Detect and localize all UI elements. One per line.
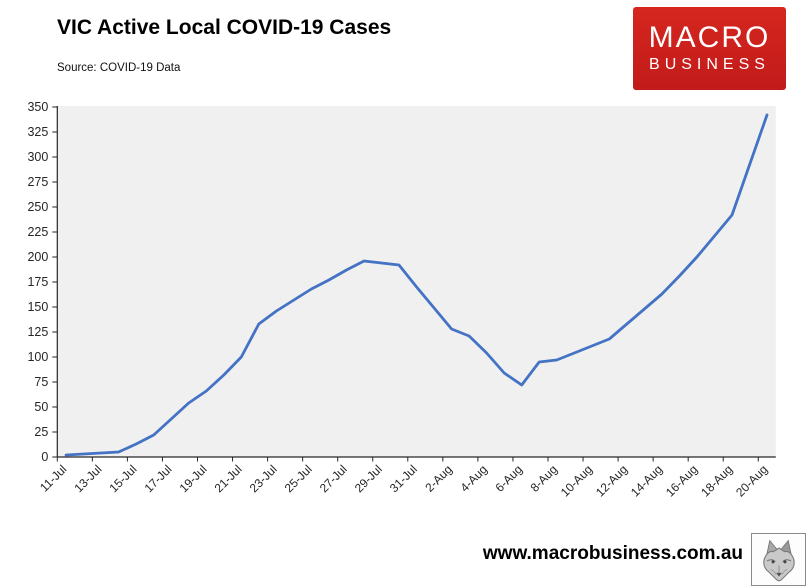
x-tick-label: 19-Jul [177, 462, 210, 495]
y-tick-label: 225 [27, 225, 48, 239]
x-tick-label: 2-Aug [422, 462, 455, 495]
x-tick-label: 4-Aug [457, 462, 490, 495]
y-tick-label: 200 [27, 250, 48, 264]
x-tick-label: 11-Jul [37, 462, 69, 494]
wolf-sketch-icon [762, 539, 795, 581]
x-tick-label: 21-Jul [212, 462, 245, 495]
y-tick-label: 25 [34, 425, 48, 439]
macrobusiness-logo: MACRO BUSINESS [633, 7, 786, 90]
y-tick-label: 50 [34, 400, 48, 414]
footer-website-url: www.macrobusiness.com.au [482, 543, 743, 564]
wolf-logo-box [751, 533, 806, 586]
x-tick-label: 27-Jul [317, 462, 350, 495]
y-tick-label: 150 [27, 300, 48, 314]
y-tick-label: 250 [27, 200, 48, 214]
logo-word-macro: MACRO [648, 21, 771, 54]
cases-line-series [64, 113, 769, 457]
y-tick-label: 350 [27, 100, 48, 114]
x-tick-label: 6-Aug [493, 462, 526, 495]
plot-area [57, 106, 776, 457]
y-tick-label: 0 [41, 450, 48, 464]
y-tick-label: 325 [27, 125, 48, 139]
x-tick-label: 25-Jul [282, 462, 315, 495]
page-title: VIC Active Local COVID-19 Cases [57, 16, 392, 39]
x-tick-label: 15-Jul [107, 462, 140, 495]
x-tick-label: 31-Jul [387, 462, 420, 495]
x-tick-label: 29-Jul [352, 462, 385, 495]
logo-word-business: BUSINESS [649, 56, 770, 73]
y-tick-label: 125 [27, 325, 48, 339]
x-tick-label: 12-Aug [593, 462, 630, 499]
x-tick-label: 16-Aug [663, 462, 700, 499]
y-tick-label: 100 [27, 350, 48, 364]
x-tick-label: 17-Jul [142, 462, 175, 495]
y-tick-label: 75 [34, 375, 48, 389]
source-caption: Source: COVID-19 Data [57, 62, 181, 74]
x-tick-label: 14-Aug [628, 462, 665, 499]
x-axis: 11-Jul 13-Jul 15-Jul 17-Jul 19-Jul 21-Jul 23-J… [37, 457, 770, 499]
y-axis: 0 25 50 75 100 125 150 175 200 225 250 275 300 325 350 [27, 100, 58, 464]
line-chart: 0 25 50 75 100 125 150 175 200 225 250 275 300 325 350… [27, 100, 776, 499]
x-tick-label: 20-Aug [733, 462, 770, 499]
x-tick-label: 8-Aug [528, 462, 561, 495]
y-tick-label: 275 [27, 175, 48, 189]
x-tick-label: 13-Jul [71, 462, 104, 495]
x-tick-label: 23-Jul [247, 462, 280, 495]
y-tick-label: 300 [27, 150, 48, 164]
x-tick-label: 10-Aug [558, 462, 595, 499]
x-tick-label: 18-Aug [698, 462, 735, 499]
y-tick-label: 175 [27, 275, 48, 289]
